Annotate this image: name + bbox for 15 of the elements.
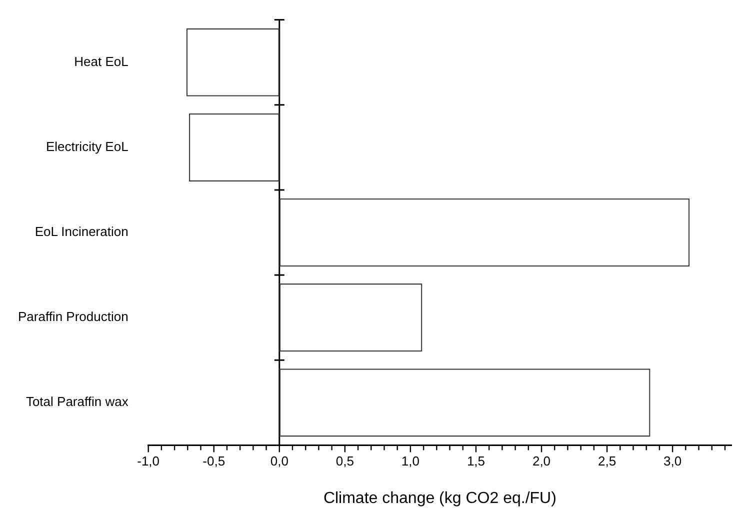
x-tick-label: 0,0 — [270, 454, 288, 469]
x-tick-label: 0,5 — [336, 454, 354, 469]
x-tick-label: 2,5 — [598, 454, 616, 469]
y-tick-label: EoL Incineration — [34, 224, 128, 240]
x-tick-label: 1,5 — [466, 454, 486, 469]
x-axis-title: Climate change (kg CO2 eq./FU) — [323, 490, 556, 507]
x-tick-label: 1,0 — [401, 454, 420, 469]
y-tick-label: Electricity EoL — [46, 139, 128, 154]
y-tick-label: Paraffin Production — [18, 309, 128, 324]
y-tick-label: Total Paraffin wax — [26, 394, 129, 410]
y-tick-label: Heat EoL — [74, 54, 128, 69]
x-tick-label: 3,0 — [664, 454, 682, 469]
x-tick-label: -0,5 — [202, 454, 226, 469]
x-tick-label: 2,0 — [532, 454, 551, 469]
x-tick-label: -1,0 — [137, 454, 160, 469]
